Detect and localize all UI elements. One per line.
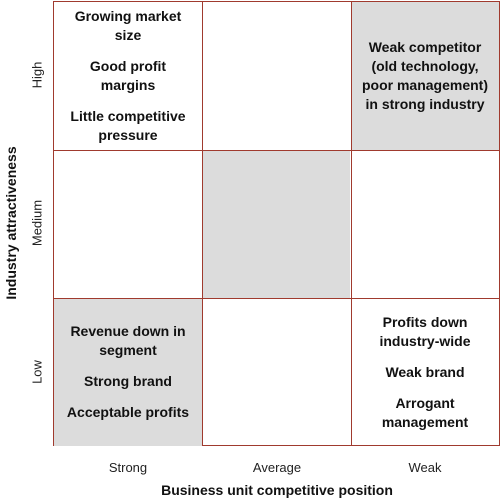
cell-low-average: [202, 298, 350, 446]
y-axis-title: Industry attractiveness: [3, 146, 19, 300]
cell-text: Acceptable profits: [66, 404, 190, 420]
cell-text: Growing market size: [74, 8, 182, 43]
x-axis-title: Business unit competitive position: [161, 482, 393, 498]
x-level-weak: Weak: [408, 460, 442, 475]
grid-divider: [54, 298, 499, 299]
cell-high-weak: Weak competitor (old technology, poor ma…: [351, 2, 499, 150]
grid-divider: [351, 2, 352, 445]
cell-text: Strong brand: [84, 373, 172, 389]
cell-text: Weak competitor (old technology, poor ma…: [361, 39, 488, 112]
grid-divider: [54, 150, 499, 151]
cell-text: Arrogant management: [381, 394, 469, 430]
cell-high-strong: Growing market size Good profit margins …: [54, 2, 202, 150]
cell-text: Revenue down in segment: [70, 323, 186, 358]
cell-low-weak: Profits down industry-wide Weak brand Ar…: [351, 298, 499, 446]
cell-medium-strong: [54, 150, 202, 298]
cell-text: Weak brand: [385, 363, 465, 380]
cell-medium-average: [202, 150, 350, 298]
y-level-high: High: [29, 61, 45, 89]
x-level-average: Average: [252, 460, 302, 475]
cell-text: Little competitive pressure: [70, 108, 186, 143]
cell-low-strong: Revenue down in segment Strong brand Acc…: [54, 298, 202, 446]
matrix-grid: Growing market size Good profit margins …: [53, 1, 500, 446]
y-level-low: Low: [29, 360, 45, 384]
cell-medium-weak: [351, 150, 499, 298]
cell-high-average: [202, 2, 350, 150]
cell-text: Profits down industry-wide: [379, 313, 471, 349]
grid-divider: [202, 2, 203, 445]
x-level-strong: Strong: [108, 460, 148, 475]
y-level-medium: Medium: [29, 199, 45, 247]
cell-text: Good profit margins: [89, 58, 167, 93]
